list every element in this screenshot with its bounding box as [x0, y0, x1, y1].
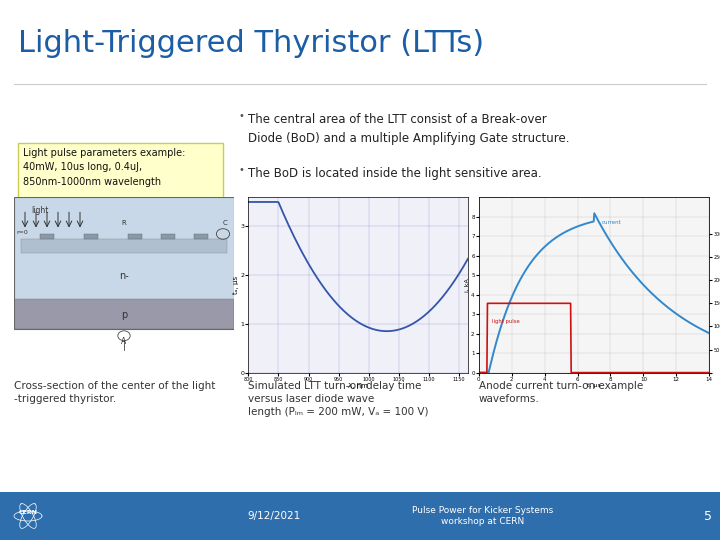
Bar	[40, 234, 53, 239]
Bar	[128, 234, 142, 239]
Bar	[161, 234, 174, 239]
Text: Light pulse parameters example:
40mW, 10us long, 0.4uJ,
850nm-1000nm wavelength: Light pulse parameters example: 40mW, 10…	[23, 148, 185, 187]
Text: A: A	[122, 336, 127, 346]
Text: 5: 5	[704, 510, 712, 523]
Text: r=0: r=0	[16, 230, 28, 235]
Bar	[21, 239, 228, 253]
Text: current: current	[602, 220, 622, 226]
X-axis label: λ, nm: λ, nm	[348, 383, 368, 389]
Text: light: light	[32, 206, 49, 215]
Bar	[14, 197, 234, 299]
Bar	[84, 234, 98, 239]
Text: Light-Triggered Thyristor (LTTs): Light-Triggered Thyristor (LTTs)	[18, 29, 484, 58]
Text: R: R	[122, 220, 127, 226]
Text: p: p	[121, 309, 127, 320]
Bar	[14, 197, 234, 329]
Text: light pulse: light pulse	[492, 319, 520, 324]
Text: Cross-section of the center of the light
-triggered thyristor.: Cross-section of the center of the light…	[14, 381, 215, 404]
Text: C: C	[222, 220, 228, 226]
Text: CERN: CERN	[19, 510, 37, 516]
Circle shape	[11, 499, 45, 533]
Text: •: •	[238, 111, 244, 122]
Y-axis label: i, kA: i, kA	[464, 278, 469, 292]
Y-axis label: tₐ, μs: tₐ, μs	[233, 276, 239, 294]
Text: Pulse Power for Kicker Systems
workshop at CERN: Pulse Power for Kicker Systems workshop …	[412, 505, 553, 526]
Text: •: •	[238, 165, 244, 176]
Bar	[14, 299, 234, 329]
X-axis label: t, μs: t, μs	[587, 383, 601, 388]
Bar	[194, 234, 207, 239]
Text: Simulated LTT turn-on delay time
versus laser diode wave
length (Pₗₘ = 200 mW, V: Simulated LTT turn-on delay time versus …	[248, 381, 429, 417]
Text: Anode current turn-on example
waveforms.: Anode current turn-on example waveforms.	[479, 381, 643, 404]
Text: 9/12/2021: 9/12/2021	[247, 511, 300, 521]
Bar	[0, 492, 720, 540]
Text: n-: n-	[119, 271, 129, 281]
Bar	[18, 143, 223, 221]
Text: The central area of the LTT consist of a Break-over
Diode (BoD) and a multiple A: The central area of the LTT consist of a…	[248, 113, 570, 145]
Text: The BoD is located inside the light sensitive area.: The BoD is located inside the light sens…	[248, 167, 542, 180]
